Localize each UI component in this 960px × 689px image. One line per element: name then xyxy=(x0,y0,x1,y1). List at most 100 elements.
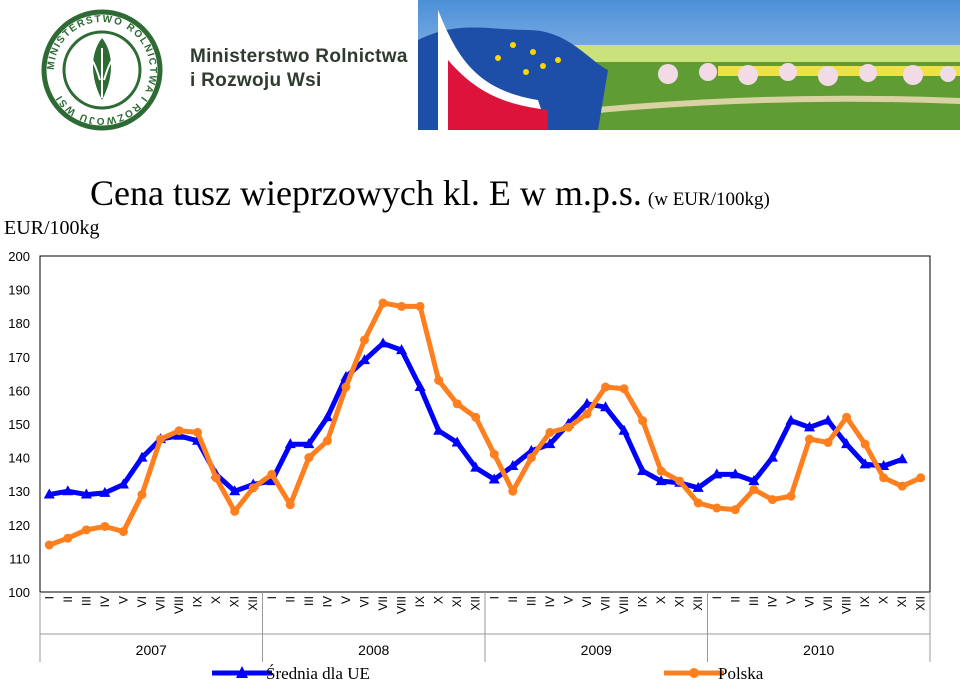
y-tick-label: 140 xyxy=(8,451,30,466)
data-point xyxy=(656,466,666,476)
data-point xyxy=(544,438,556,449)
year-label: 2008 xyxy=(358,642,389,658)
x-tick-label: III xyxy=(79,596,93,606)
y-tick-label: 150 xyxy=(8,417,30,432)
data-point xyxy=(341,382,351,392)
data-point xyxy=(841,438,853,449)
data-point xyxy=(62,485,74,496)
data-point xyxy=(581,397,593,408)
data-point xyxy=(193,427,203,437)
y-tick-label: 160 xyxy=(8,383,30,398)
data-point xyxy=(618,424,630,435)
x-tick-label: XII xyxy=(469,596,483,611)
y-tick-label: 110 xyxy=(9,551,30,566)
year-label: 2007 xyxy=(136,642,167,658)
data-point xyxy=(396,344,408,355)
data-point xyxy=(655,475,667,486)
x-tick-label: V xyxy=(116,596,130,604)
x-tick-label: VII xyxy=(599,596,613,611)
data-point xyxy=(916,473,926,483)
data-point xyxy=(303,438,315,449)
x-tick-label: XI xyxy=(228,596,242,607)
x-tick-label: VIII xyxy=(617,596,631,614)
chart-title-block: Cena tusz wieprzowych kl. E w m.p.s. (w E… xyxy=(90,172,770,214)
x-tick-label: XII xyxy=(914,596,928,611)
data-point xyxy=(359,335,369,345)
x-tick-label: VIII xyxy=(840,596,854,614)
data-point xyxy=(44,540,54,550)
data-point xyxy=(600,401,612,412)
y-tick-label: 170 xyxy=(8,350,30,365)
x-tick-label: V xyxy=(561,596,575,604)
data-point xyxy=(637,465,649,476)
legend-item: Polska xyxy=(664,664,764,683)
data-point xyxy=(414,381,426,392)
data-point xyxy=(397,301,407,311)
data-point xyxy=(211,473,221,483)
x-tick-label: VI xyxy=(135,596,149,607)
x-tick-label: I xyxy=(265,596,279,599)
data-point xyxy=(174,426,184,436)
x-tick-label: VI xyxy=(580,596,594,607)
data-point xyxy=(730,505,740,515)
x-tick-label: I xyxy=(42,596,56,599)
y-tick-label: 180 xyxy=(8,316,30,331)
x-tick-label: VIII xyxy=(395,596,409,614)
data-point xyxy=(507,460,519,470)
data-point xyxy=(156,434,166,444)
x-tick-label: I xyxy=(487,596,501,599)
data-point xyxy=(786,491,796,501)
legend-marker xyxy=(236,666,248,678)
data-point xyxy=(452,399,462,409)
data-point xyxy=(767,495,777,505)
data-point xyxy=(471,412,481,422)
data-point xyxy=(80,488,92,499)
chart-subtitle: (w EUR/100kg) xyxy=(647,189,770,210)
data-point xyxy=(822,414,834,425)
data-point xyxy=(711,468,723,479)
data-point xyxy=(823,437,833,447)
y-tick-label: 100 xyxy=(8,585,30,600)
data-point xyxy=(451,436,463,447)
data-point xyxy=(470,461,482,472)
x-tick-label: XI xyxy=(673,596,687,607)
data-point xyxy=(785,414,797,425)
data-point xyxy=(879,473,889,483)
legend-item: Średnia dla UE xyxy=(212,664,370,683)
y-axis-label: EUR/100kg xyxy=(4,217,100,239)
x-tick-label: VII xyxy=(376,596,390,611)
data-point xyxy=(601,382,611,392)
data-point xyxy=(638,416,648,426)
data-point xyxy=(508,486,518,496)
data-point xyxy=(489,449,499,459)
chart-title: Cena tusz wieprzowych kl. E w m.p.s. xyxy=(90,173,642,213)
x-tick-label: V xyxy=(784,596,798,604)
x-tick-label: IX xyxy=(413,596,427,607)
data-point xyxy=(619,384,629,394)
data-point xyxy=(712,503,722,513)
data-point xyxy=(563,422,573,432)
data-point xyxy=(117,478,129,489)
x-tick-label: VI xyxy=(802,596,816,607)
data-point xyxy=(43,488,55,499)
x-tick-label: I xyxy=(710,596,724,599)
data-point xyxy=(526,453,536,463)
x-tick-label: II xyxy=(728,596,742,603)
x-tick-label: II xyxy=(506,596,520,603)
data-point xyxy=(118,527,128,537)
year-label: 2010 xyxy=(803,642,834,658)
x-tick-label: XII xyxy=(691,596,705,611)
series-layer xyxy=(43,298,926,550)
x-tick-label: IX xyxy=(636,596,650,607)
header-banner: MINISTERSTWO ROLNICTWA I ROZWOJU WSI Min… xyxy=(0,0,960,131)
x-tick-label: IV xyxy=(320,596,334,607)
x-tick-label: II xyxy=(283,596,297,603)
x-tick-label: IX xyxy=(191,596,205,607)
data-point xyxy=(434,375,444,385)
data-point xyxy=(230,506,240,516)
ministry-name-line1: Ministerstwo Rolnictwa xyxy=(190,46,408,67)
x-tick-label: III xyxy=(302,596,316,606)
y-tick-labels: 200 190 180 170 160 150 140 130 120 110 100 xyxy=(8,249,30,600)
